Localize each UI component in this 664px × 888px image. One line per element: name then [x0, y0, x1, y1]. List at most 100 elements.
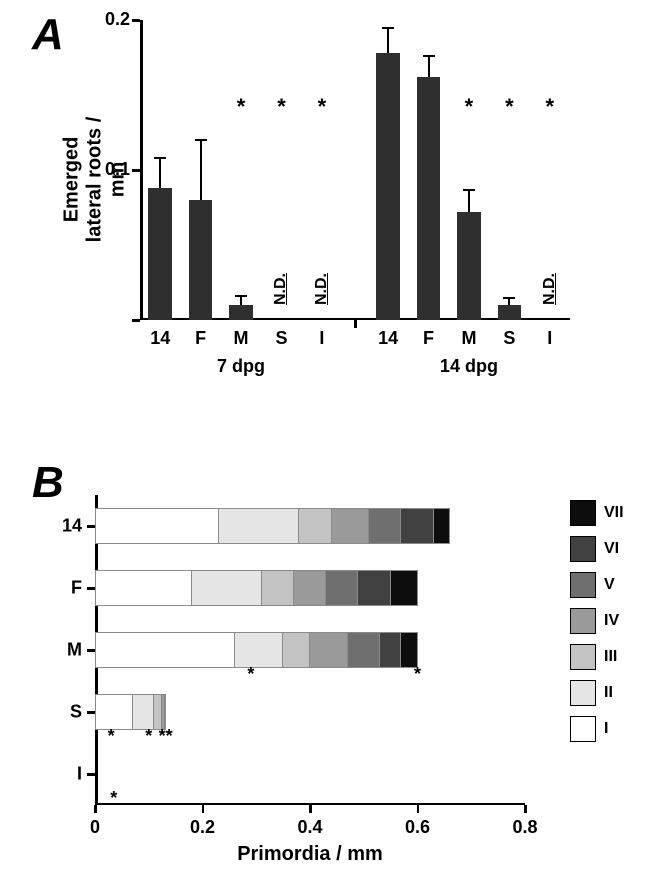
legend-label: I — [604, 720, 608, 738]
legend-swatch — [570, 644, 596, 670]
panel-a-y-axis — [140, 20, 143, 320]
panel-a-bar — [148, 188, 171, 320]
legend-label: V — [604, 576, 615, 594]
panel-a-x-cat-label: 14 — [150, 328, 170, 349]
legend-label: VII — [604, 504, 624, 522]
panel-b-ytick — [87, 773, 95, 776]
panel-a-sig-star: * — [546, 94, 555, 120]
panel-a-errorcap — [235, 295, 247, 297]
panel-a-bar — [189, 200, 212, 320]
panel-a-letter: A — [32, 10, 64, 60]
panel-a-x-cat-label: I — [319, 328, 324, 349]
panel-b-sig-star: * — [414, 664, 421, 685]
panel-b-bar-seg — [192, 570, 262, 606]
panel-b-bar-seg — [95, 632, 235, 668]
panel-b-bar-seg — [380, 632, 402, 668]
panel-b-bar-seg — [294, 570, 326, 606]
legend-label: II — [604, 684, 613, 702]
legend-swatch — [570, 716, 596, 742]
panel-b-xtick-label: 0.6 — [405, 817, 430, 838]
panel-b-xtick — [94, 805, 97, 813]
panel-a-errorcap — [463, 189, 475, 191]
panel-a-x-cat-label: S — [503, 328, 515, 349]
panel-a-errorbar — [159, 158, 161, 188]
panel-a-errorbar — [200, 140, 202, 200]
legend-label: IV — [604, 612, 619, 630]
panel-b-bar-seg — [219, 508, 300, 544]
panel-b-bar-seg — [332, 508, 370, 544]
panel-b-sig-star: * — [145, 726, 152, 747]
panel-a-x-cat-label: I — [547, 328, 552, 349]
panel-b-bar-seg — [326, 570, 358, 606]
panel-b-letter: B — [32, 458, 64, 508]
panel-a-group-label: 7 dpg — [217, 356, 265, 377]
panel-b-ytick — [87, 711, 95, 714]
legend-label: VI — [604, 540, 619, 558]
panel-a-chart: 0.10.2Emergedlateral roots / mm14F*M*N.D… — [140, 20, 570, 320]
panel-b-xtick — [417, 805, 420, 813]
panel-a-x-cat-label: M — [461, 328, 476, 349]
panel-b-bar-seg — [369, 508, 401, 544]
panel-a-sig-star: * — [505, 94, 514, 120]
panel-a-errorcap — [154, 157, 166, 159]
panel-a-x-cat-label: F — [423, 328, 434, 349]
panel-b-bar-seg — [262, 570, 294, 606]
legend-swatch — [570, 500, 596, 526]
panel-b-xtick-label: 0.8 — [512, 817, 537, 838]
panel-a-errorbar — [428, 56, 430, 77]
panel-b-y-cat-label: I — [50, 764, 82, 785]
panel-b-bar-seg — [391, 570, 418, 606]
panel-a-y-label: Emergedlateral roots / mm — [61, 110, 130, 250]
panel-a-sig-star: * — [318, 94, 327, 120]
panel-a-errorcap — [195, 139, 207, 141]
panel-b-sig-star: * — [110, 788, 117, 809]
panel-a-sig-star: * — [237, 94, 246, 120]
panel-b-xtick-label: 0.2 — [190, 817, 215, 838]
panel-b-chart: 00.20.40.60.8Primordia / mm14FM**S****I* — [95, 495, 525, 805]
panel-b-bar-seg — [310, 632, 348, 668]
panel-b-xtick — [309, 805, 312, 813]
panel-a-ytick — [132, 319, 140, 322]
legend-swatch — [570, 572, 596, 598]
panel-b-xtick — [202, 805, 205, 813]
panel-a-sig-star: * — [277, 94, 286, 120]
panel-b-y-cat-label: M — [50, 640, 82, 661]
panel-b-bar-seg — [358, 570, 390, 606]
legend-swatch — [570, 608, 596, 634]
panel-a-bar — [417, 77, 440, 320]
panel-a-nd-label: N.D. — [313, 273, 331, 305]
panel-b-bar-seg — [348, 632, 380, 668]
panel-a-errorbar — [387, 28, 389, 54]
panel-a-x-cat-label: M — [234, 328, 249, 349]
panel-a-nd-label: N.D. — [272, 273, 290, 305]
panel-a-x-cat-label: 14 — [378, 328, 398, 349]
panel-b-xtick-label: 0 — [90, 817, 100, 838]
panel-b-bar-seg — [401, 508, 433, 544]
panel-b-sig-star: * — [166, 726, 173, 747]
legend-swatch — [570, 536, 596, 562]
panel-a-x-cat-label: S — [275, 328, 287, 349]
panel-a-sig-star: * — [465, 94, 474, 120]
panel-b-sig-star: * — [108, 726, 115, 747]
panel-a-ytick-label: 0.2 — [90, 9, 130, 30]
panel-b-xtick — [524, 805, 527, 813]
panel-a-bar — [498, 305, 521, 320]
panel-a-bar — [229, 305, 252, 320]
panel-a-group-sep-tick — [354, 320, 357, 328]
panel-a-group-label: 14 dpg — [440, 356, 498, 377]
panel-b-bar-seg — [95, 570, 192, 606]
panel-b-bar-seg — [133, 694, 155, 730]
panel-b-bar-seg — [165, 694, 167, 730]
panel-b-bar-seg — [235, 632, 283, 668]
panel-a-bar — [457, 212, 480, 320]
panel-a-errorcap — [423, 55, 435, 57]
panel-a-errorcap — [503, 297, 515, 299]
panel-b-sig-star: * — [159, 726, 166, 747]
panel-a-errorbar — [240, 296, 242, 305]
panel-b-xtick-label: 0.4 — [297, 817, 322, 838]
panel-b-ytick — [87, 525, 95, 528]
panel-a-errorbar — [508, 298, 510, 306]
panel-a-x-cat-label: F — [195, 328, 206, 349]
panel-b-bar-seg — [154, 694, 162, 730]
panel-b-x-label: Primordia / mm — [95, 843, 525, 866]
